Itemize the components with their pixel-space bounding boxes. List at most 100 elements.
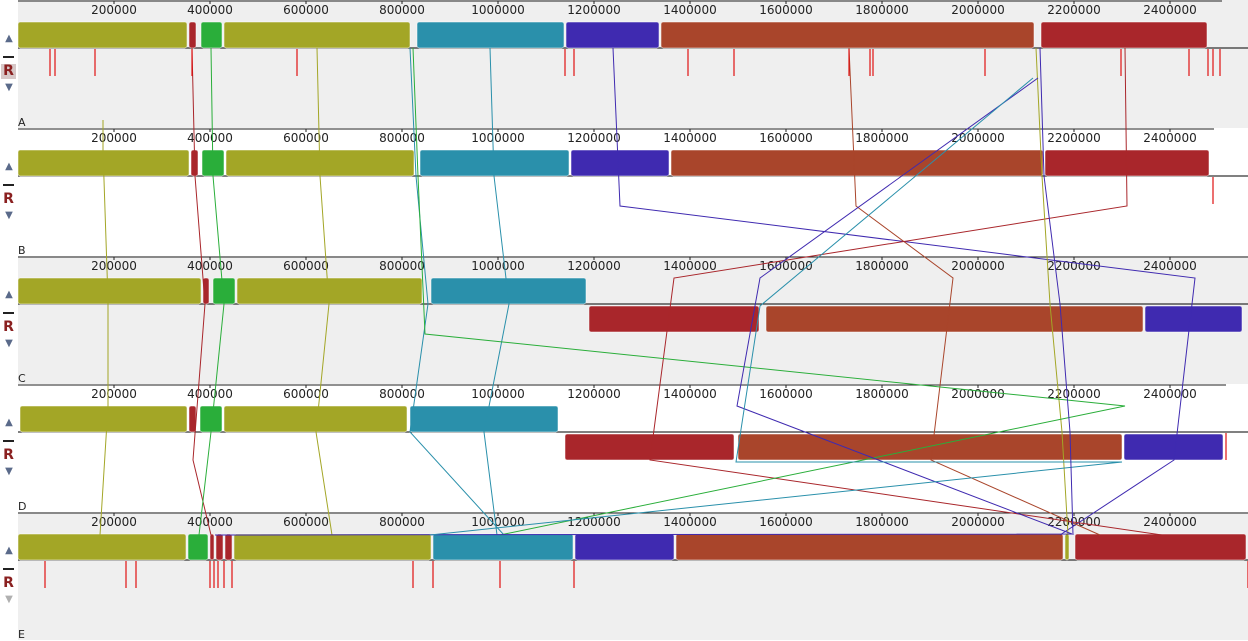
chevron-down-icon[interactable]: ▼ [5, 466, 13, 477]
genome-label-d: D [18, 500, 27, 513]
reference-button[interactable]: R [3, 447, 14, 463]
ruler-tick-label: 1200000 [567, 259, 620, 273]
lcb-block [419, 149, 570, 177]
ruler-tick-label: 2400000 [1143, 3, 1196, 17]
ruler-tick-label: 2000000 [951, 515, 1004, 529]
ruler-tick-label: 200000 [91, 387, 137, 401]
ruler-tick-label: 1200000 [567, 387, 620, 401]
chevron-down-icon[interactable]: ▼ [5, 338, 13, 349]
ruler-tick-label: 1600000 [759, 3, 812, 17]
lcb-block [564, 433, 735, 461]
lcb-block [236, 277, 423, 305]
ruler-tick-label: 200000 [91, 3, 137, 17]
lcb-block [416, 21, 565, 49]
lcb-block [570, 149, 670, 177]
genome-label-a: A [18, 116, 26, 129]
lcb-block [565, 21, 660, 49]
lcb-block [17, 533, 187, 561]
lcb-connector-line [315, 47, 333, 536]
ruler-tick-label: 1200000 [567, 131, 620, 145]
chevron-up-icon[interactable]: ▲ [5, 289, 13, 300]
ruler-tick-label: 2400000 [1143, 387, 1196, 401]
lcb-connector-line [409, 47, 505, 536]
minus-icon[interactable] [3, 184, 14, 186]
chevron-down-icon[interactable]: ▼ [5, 210, 13, 221]
ruler-tick-label: 200000 [91, 515, 137, 529]
ruler-tick-label: 1400000 [663, 387, 716, 401]
lcb-block [1144, 305, 1243, 333]
ruler-tick-label: 1400000 [663, 515, 716, 529]
ruler-tick-label: 800000 [379, 3, 425, 17]
ruler-tick-label: 2000000 [951, 387, 1004, 401]
lcb-block [224, 533, 233, 561]
ruler-tick-label: 1200000 [567, 515, 620, 529]
lcb-block [1074, 533, 1247, 561]
lcb-connector-line [1039, 47, 1074, 536]
ruler-tick-label: 1600000 [759, 515, 812, 529]
panel-e-controls: ▲ R ▼ [0, 512, 18, 640]
ruler-tick-label: 1000000 [471, 131, 524, 145]
ruler-tick-label: 2200000 [1047, 3, 1100, 17]
ruler-tick-label: 400000 [187, 259, 233, 273]
ruler-tick-label: 200000 [91, 131, 137, 145]
lcb-connector-line [848, 47, 1101, 536]
ruler-tick-label: 800000 [379, 515, 425, 529]
lcb-block [209, 533, 215, 561]
chevron-up-icon[interactable]: ▲ [5, 545, 13, 556]
ruler-tick-label: 2000000 [951, 131, 1004, 145]
ruler-tick-label: 400000 [187, 387, 233, 401]
lcb-block [588, 305, 760, 333]
lcb-connector-line [649, 47, 1163, 536]
ruler-tick-label: 2200000 [1047, 131, 1100, 145]
lcb-connector-line [429, 77, 1123, 536]
chevron-up-icon[interactable]: ▲ [5, 417, 13, 428]
ruler-tick-label: 1000000 [471, 259, 524, 273]
panel-d-controls: ▲ R ▼ [0, 384, 18, 512]
reference-button[interactable]: R [3, 319, 14, 335]
chevron-down-icon[interactable]: ▼ [5, 82, 13, 93]
minus-icon[interactable] [3, 312, 14, 314]
ruler-tick-label: 1000000 [471, 515, 524, 529]
ruler-tick-label: 1800000 [855, 515, 908, 529]
ruler-tick-label: 2200000 [1047, 387, 1100, 401]
lcb-block [187, 533, 209, 561]
ruler-tick-label: 600000 [283, 3, 329, 17]
genome-panel-e-bg [18, 512, 1248, 640]
ruler-tick-label: 800000 [379, 259, 425, 273]
genome-label-b: B [18, 244, 26, 257]
reference-button[interactable]: R [3, 191, 14, 207]
ruler-tick-label: 1000000 [471, 3, 524, 17]
lcb-block [223, 405, 408, 433]
lcb-connector-line [412, 47, 1126, 536]
lcb-connector-line [214, 77, 1073, 536]
chevron-up-icon[interactable]: ▲ [5, 33, 13, 44]
chevron-up-icon[interactable]: ▲ [5, 161, 13, 172]
ruler-tick-label: 1800000 [855, 131, 908, 145]
lcb-connector-line [191, 47, 212, 536]
ruler-tick-label: 800000 [379, 131, 425, 145]
ruler-tick-label: 1800000 [855, 387, 908, 401]
ruler-tick-label: 1600000 [759, 387, 812, 401]
lcb-block [17, 277, 202, 305]
reference-button[interactable]: R [3, 575, 14, 591]
ruler-tick-label: 2000000 [951, 3, 1004, 17]
lcb-connector-line [198, 47, 225, 536]
reference-button[interactable]: R [1, 64, 16, 79]
ruler-tick-label: 2400000 [1143, 259, 1196, 273]
chevron-down-icon[interactable]: ▼ [5, 594, 13, 605]
genome-panel-a-bg [18, 0, 1248, 128]
ruler-tick-label: 1600000 [759, 259, 812, 273]
lcb-block [19, 405, 188, 433]
lcb-connector-line [99, 120, 109, 536]
genome-label-e: E [18, 628, 25, 641]
lcb-connector-line [1035, 47, 1069, 536]
lcb-block [432, 533, 574, 561]
lcb-block [188, 405, 197, 433]
lcb-block [223, 21, 411, 49]
panel-b-controls: ▲ R ▼ [0, 128, 18, 256]
minus-icon[interactable] [3, 56, 14, 58]
minus-icon[interactable] [3, 440, 14, 442]
minus-icon[interactable] [3, 568, 14, 570]
panel-a-controls: ▲ R ▼ [0, 0, 18, 128]
